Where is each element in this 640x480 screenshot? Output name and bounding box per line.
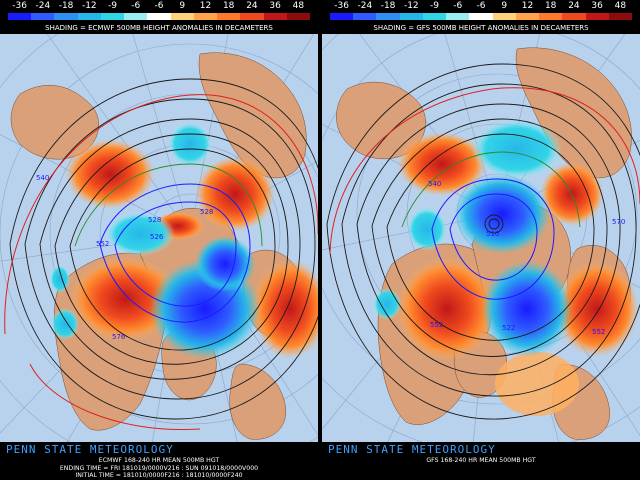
colorbar-swatch bbox=[492, 13, 516, 20]
contour-label: 510 bbox=[486, 230, 499, 238]
colorbar-swatch bbox=[469, 13, 493, 20]
colorbar-swatch bbox=[539, 13, 563, 20]
colorbar-swatch bbox=[330, 13, 354, 20]
contour-label: 528 bbox=[148, 216, 161, 224]
polar-map: 540 528 526 528 552 576 bbox=[0, 34, 318, 442]
brand-text: PENN STATE METEOROLOGY bbox=[328, 443, 496, 456]
colorbar-tick-label: 9 bbox=[501, 1, 508, 11]
colorbar-swatch bbox=[286, 13, 311, 20]
run-info-line: ECMWF 168-240 HR MEAN 500MB HGT bbox=[98, 457, 220, 464]
contour-label: 552 bbox=[592, 328, 605, 336]
anomaly-colorbar: -36 -24 -18 -12 -9 -6 -6 9 12 18 24 36 48 bbox=[322, 0, 640, 22]
colorbar-swatch bbox=[240, 13, 264, 20]
colorbar-tick-label: -18 bbox=[380, 1, 396, 11]
colorbar-tick-label: 18 bbox=[222, 1, 235, 11]
colorbar-swatch bbox=[170, 13, 194, 20]
colorbar-tick-label: -9 bbox=[108, 1, 118, 11]
anomaly-colorbar: -36 -24 -18 -12 -9 -6 -6 9 12 18 24 36 48 bbox=[0, 0, 318, 22]
colorbar-tick-label: 36 bbox=[591, 1, 603, 11]
colorbar-tick-label: 48 bbox=[614, 1, 627, 11]
contour-label: 576 bbox=[112, 333, 126, 341]
contour-label: 540 bbox=[36, 174, 49, 182]
green-contours bbox=[74, 163, 263, 247]
colorbar-swatch bbox=[515, 13, 540, 20]
colorbar-tick-label: 12 bbox=[521, 1, 534, 11]
colorbar-swatch bbox=[217, 13, 241, 20]
contour-label: 526 bbox=[150, 233, 164, 241]
ecmwf-panel: -36 -24 -18 -12 -9 -6 -6 9 12 18 24 36 48 SHADING = … bbox=[0, 0, 318, 480]
colorbar-tick-label: -24 bbox=[35, 1, 51, 11]
colorbar-tick-label: -6 bbox=[476, 1, 486, 11]
shading-label: SHADING = GFS 500MB HEIGHT ANOMALIES IN … bbox=[322, 23, 640, 34]
colorbar-swatch bbox=[124, 13, 148, 20]
colorbar-swatch bbox=[562, 13, 586, 20]
polar-map: 540 510 522 552 570 552 bbox=[322, 34, 640, 442]
blue-contours bbox=[99, 183, 251, 323]
anomaly-shading bbox=[373, 119, 639, 416]
contour-label: 528 bbox=[200, 208, 213, 216]
colorbar-swatch bbox=[77, 13, 101, 20]
colorbar-swatch bbox=[147, 13, 171, 20]
brand-text: PENN STATE METEOROLOGY bbox=[6, 443, 174, 456]
colorbar-tick-label: -6 bbox=[131, 1, 141, 11]
height-contours bbox=[9, 78, 318, 420]
anomaly-shading bbox=[50, 122, 318, 359]
contour-label: 552 bbox=[430, 321, 443, 329]
run-info-line: INITIAL TIME = 181010/0000F216 : 181010/… bbox=[75, 472, 243, 479]
colorbar-tick-label: -6 bbox=[154, 1, 164, 11]
run-info: ECMWF 168-240 HR MEAN 500MB HGT ENDING T… bbox=[0, 457, 318, 480]
colorbar-ticks: -36 -24 -18 -12 -9 -6 -6 9 12 18 24 36 48 bbox=[330, 1, 632, 13]
colorbar-tick-label: -18 bbox=[58, 1, 74, 11]
colorbar-swatch bbox=[399, 13, 423, 20]
height-contours bbox=[326, 63, 640, 420]
colorbar-ticks: -36 -24 -18 -12 -9 -6 -6 9 12 18 24 36 48 bbox=[8, 1, 310, 13]
colorbar-swatch bbox=[353, 13, 377, 20]
contour-label: 522 bbox=[502, 324, 515, 332]
colorbar-swatch bbox=[100, 13, 125, 20]
colorbar-swatch bbox=[31, 13, 55, 20]
colorbar-swatch bbox=[54, 13, 78, 20]
green-contours bbox=[401, 151, 581, 228]
colorbar-strip bbox=[8, 13, 311, 20]
contour-label: 552 bbox=[96, 240, 109, 248]
colorbar-tick-label: 9 bbox=[179, 1, 186, 11]
colorbar-tick-label: -9 bbox=[430, 1, 440, 11]
gfs-panel: -36 -24 -18 -12 -9 -6 -6 9 12 18 24 36 48 SHADING = … bbox=[322, 0, 640, 480]
run-info-line: ENDING TIME = FRI 181019/0000V216 : SUN … bbox=[59, 464, 259, 472]
red-contours bbox=[329, 87, 640, 255]
brand-bar: PENN STATE METEOROLOGY bbox=[0, 442, 318, 457]
blue-contours bbox=[431, 178, 555, 300]
colorbar-tick-label: -24 bbox=[357, 1, 373, 11]
red-contours bbox=[4, 94, 318, 431]
colorbar-tick-label: -12 bbox=[403, 1, 419, 11]
colorbar-tick-label: 24 bbox=[246, 1, 258, 11]
contour-label: 540 bbox=[428, 180, 441, 188]
panel-divider bbox=[318, 0, 322, 480]
colorbar-swatch bbox=[376, 13, 400, 20]
contour-label: 570 bbox=[612, 218, 625, 226]
colorbar-tick-label: 12 bbox=[199, 1, 212, 11]
colorbar-tick-label: -12 bbox=[81, 1, 97, 11]
run-info-line: GFS 168-240 HR MEAN 500MB HGT bbox=[426, 457, 536, 464]
colorbar-swatch bbox=[585, 13, 609, 20]
shading-label: SHADING = ECMWF 500MB HEIGHT ANOMALIES I… bbox=[0, 23, 318, 34]
colorbar-swatch bbox=[8, 13, 32, 20]
colorbar-swatch bbox=[263, 13, 287, 20]
brand-bar: PENN STATE METEOROLOGY bbox=[322, 442, 640, 457]
colorbar-tick-label: -36 bbox=[12, 1, 27, 11]
colorbar-swatch bbox=[422, 13, 447, 20]
colorbar-tick-label: 36 bbox=[269, 1, 281, 11]
colorbar-swatch bbox=[608, 13, 633, 20]
run-info: GFS 168-240 HR MEAN 500MB HGT bbox=[322, 457, 640, 480]
colorbar-tick-label: 24 bbox=[568, 1, 580, 11]
colorbar-tick-label: -6 bbox=[453, 1, 463, 11]
colorbar-tick-label: -36 bbox=[334, 1, 349, 11]
colorbar-tick-label: 48 bbox=[292, 1, 305, 11]
colorbar-strip bbox=[330, 13, 633, 20]
colorbar-swatch bbox=[446, 13, 470, 20]
colorbar-swatch bbox=[193, 13, 218, 20]
colorbar-tick-label: 18 bbox=[544, 1, 557, 11]
